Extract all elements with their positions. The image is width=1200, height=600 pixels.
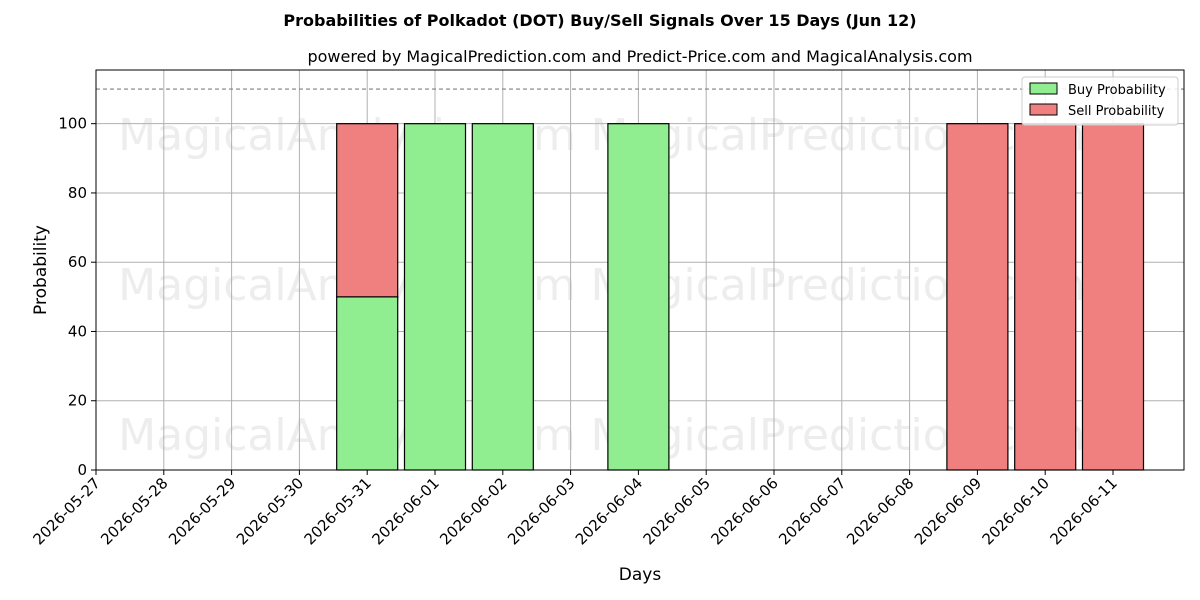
bar-sell: [336, 123, 399, 298]
bar-sell: [1014, 123, 1077, 471]
bar-buy: [403, 123, 467, 471]
x-tick-label: 2026-06-02: [436, 474, 510, 548]
x-tick-label: 2026-06-09: [911, 474, 985, 548]
chart-title: Probabilities of Polkadot (DOT) Buy/Sell…: [283, 11, 916, 30]
bar-buy: [471, 123, 534, 471]
x-tick-label: 2026-05-30: [233, 474, 307, 548]
legend-swatch-sell: [1029, 103, 1058, 116]
bar-sell: [1081, 123, 1145, 471]
x-tick-label: 2026-05-27: [29, 474, 103, 548]
plot-frame: [95, 69, 1185, 471]
x-tick-label: 2026-06-07: [775, 474, 849, 548]
legend-label-buy: Buy Probability: [1068, 83, 1166, 98]
x-tick-label: 2026-06-11: [1046, 474, 1120, 548]
bar-buy: [336, 296, 399, 471]
x-tick-label: 2026-06-06: [707, 474, 781, 548]
x-tick-label: 2026-06-03: [504, 474, 578, 548]
watermark-layer: MagicalAnalysis.comMagicalPrediction.com…: [118, 110, 1085, 461]
y-axis: 0 20 40 60 80 100: [58, 115, 96, 479]
x-tick-label: 2026-05-29: [165, 474, 239, 548]
y-tick-label: 100: [58, 115, 87, 133]
y-tick-label: 0: [77, 461, 87, 479]
chart-subtitle: powered by MagicalPrediction.com and Pre…: [307, 47, 972, 66]
x-axis: 2026-05-272026-05-282026-05-292026-05-30…: [29, 470, 1121, 548]
x-tick-label: 2026-06-08: [843, 474, 917, 548]
legend: Buy Probability Sell Probability: [1021, 76, 1179, 126]
y-axis-label: Probability: [31, 225, 51, 315]
x-tick-label: 2026-06-10: [979, 474, 1053, 548]
x-tick-label: 2026-06-05: [640, 474, 714, 548]
legend-label-sell: Sell Probability: [1068, 104, 1165, 119]
bar-buy: [607, 123, 670, 471]
x-tick-label: 2026-06-04: [572, 474, 646, 548]
legend-box: [1021, 76, 1179, 126]
y-tick-label: 80: [68, 184, 87, 202]
y-tick-label: 60: [68, 253, 87, 271]
x-tick-label: 2026-05-28: [97, 474, 171, 548]
y-tick-label: 20: [68, 392, 87, 410]
x-axis-label: Days: [619, 565, 662, 585]
legend-swatch-buy: [1029, 82, 1058, 95]
x-tick-label: 2026-05-31: [301, 474, 375, 548]
y-tick-label: 40: [68, 322, 87, 340]
x-tick-label: 2026-06-01: [368, 474, 442, 548]
bar-sell: [946, 123, 1009, 471]
